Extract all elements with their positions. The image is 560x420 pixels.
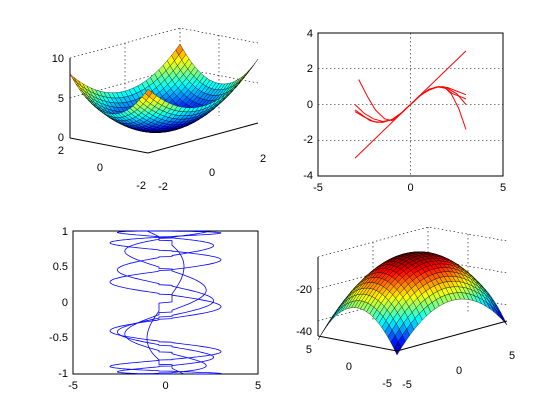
p1-y-axis <box>69 137 149 154</box>
p3-y-tick-label: 0.5 <box>53 261 68 273</box>
p2-y-tick-label: -4 <box>303 170 313 182</box>
p1-z-tick-label: 0 <box>58 132 64 144</box>
surface-facet <box>499 313 508 326</box>
p3-y-tick-label: -1 <box>58 368 68 380</box>
p4-y-tick-label: -5 <box>382 378 392 390</box>
p2-y-tick-label: -2 <box>303 134 313 146</box>
p3-series <box>109 230 222 375</box>
p3-series-line-4 <box>109 230 222 375</box>
p3-x-tick-label: 5 <box>255 380 261 392</box>
p2-series-line-5 <box>354 86 467 123</box>
surface-paraboloid-down: -20 -40 5 0 -5 -5 0 5 <box>296 226 515 391</box>
p4-y-tick-label: 0 <box>346 361 352 373</box>
p4-x-tick-label: 0 <box>456 365 462 377</box>
p3-y-tick-label: -0.5 <box>49 332 68 344</box>
p1-y-tick-label: 0 <box>97 162 103 174</box>
line-plot-blue: -5 0 5 -1 -0.5 0 0.5 1 <box>49 226 261 392</box>
p4-x-tick-label: -5 <box>402 379 412 391</box>
p2-y-tick-label: 0 <box>307 99 313 111</box>
p1-y-tick-label: 2 <box>58 145 64 157</box>
p1-z-tick-label: 10 <box>52 53 64 65</box>
p4-y-axis <box>317 335 398 352</box>
p2-x-tick-label: 0 <box>407 182 413 194</box>
p1-z-tick-label: 5 <box>58 93 64 105</box>
p4-x-axis <box>396 320 508 352</box>
surface-facet <box>250 58 259 70</box>
p2-series <box>354 50 467 159</box>
p1-x-tick-label: -2 <box>158 181 168 193</box>
p2-x-tick-label: -5 <box>313 182 323 194</box>
p3-series-line-2 <box>124 230 207 375</box>
p4-x-tick-label: 5 <box>509 350 515 362</box>
p4-surface-mesh <box>317 251 508 356</box>
p4-y-tick-label: 5 <box>306 344 312 356</box>
surface-paraboloid-up: 10 5 0 2 0 -2 -2 0 2 <box>52 27 266 193</box>
p2-x-tick-label: 5 <box>500 182 506 194</box>
p2-y-tick-label: 4 <box>307 28 313 40</box>
p3-y-tick-label: 1 <box>62 226 68 238</box>
p2-y-tick-label: 2 <box>307 63 313 75</box>
p3-y-tick-label: 0 <box>62 297 68 309</box>
p3-x-tick-label: 0 <box>162 380 168 392</box>
line-plot-red: -5 0 5 -4 -2 0 2 4 <box>303 28 506 194</box>
p1-x-tick-label: 0 <box>209 167 215 179</box>
p3-series-line-3 <box>116 230 215 375</box>
p1-surface-mesh <box>69 43 259 133</box>
p1-x-axis <box>147 122 259 154</box>
p1-x-tick-label: 2 <box>260 153 266 165</box>
p4-z-tick-label: -20 <box>296 284 312 296</box>
p4-floor <box>317 320 508 352</box>
p3-x-tick-label: -5 <box>68 380 78 392</box>
p1-floor <box>69 122 259 154</box>
p4-z-tick-label: -40 <box>296 326 312 338</box>
p1-y-tick-label: -2 <box>136 180 146 192</box>
p3-series-line-1 <box>146 230 185 375</box>
